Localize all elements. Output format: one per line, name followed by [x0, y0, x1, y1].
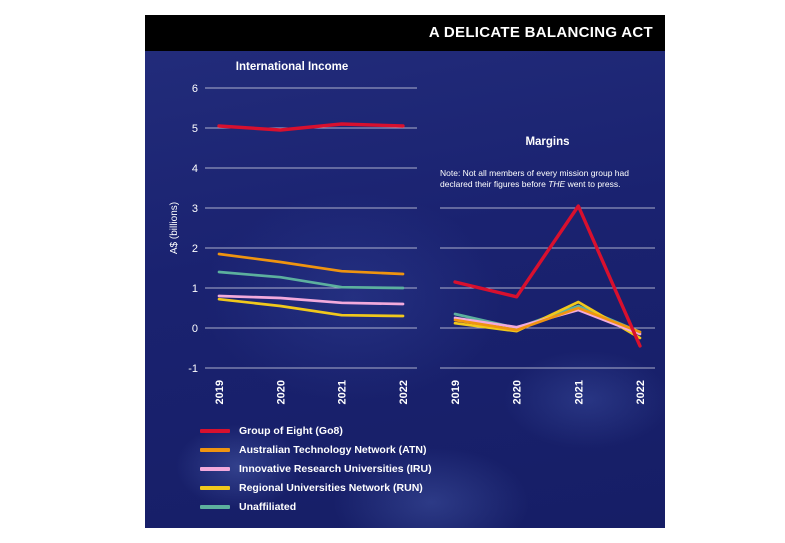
svg-text:2021: 2021 — [573, 380, 585, 404]
note-publication-name: THE — [548, 179, 566, 189]
legend-item-iru: Innovative Research Universities (IRU) — [200, 459, 432, 478]
legend-swatch-unaffiliated — [200, 504, 230, 509]
legend: Group of Eight (Go8) Australian Technolo… — [200, 421, 432, 516]
svg-text:2019: 2019 — [214, 380, 226, 404]
svg-text:5: 5 — [192, 123, 198, 135]
legend-label-run: Regional Universities Network (RUN) — [239, 481, 423, 494]
legend-swatch-atn — [200, 447, 230, 452]
chart-title-margins: Margins — [525, 136, 570, 148]
legend-item-unaffiliated: Unaffiliated — [200, 497, 432, 516]
infographic-panel: A DELICATE BALANCING ACT International I… — [145, 15, 665, 528]
svg-text:2020: 2020 — [512, 380, 524, 404]
svg-text:2021: 2021 — [337, 380, 349, 404]
legend-label-go8: Group of Eight (Go8) — [239, 424, 343, 437]
international-income-chart: 6 5 4 3 2 1 0 -1 2019 2020 2021 2022 A$ (billions) — [169, 83, 417, 404]
svg-text:1: 1 — [192, 283, 198, 295]
svg-text:6: 6 — [192, 83, 198, 95]
svg-text:2020: 2020 — [275, 380, 287, 404]
chart-title-international-income: International Income — [235, 61, 349, 73]
svg-text:4: 4 — [192, 163, 198, 175]
legend-swatch-run — [200, 485, 230, 490]
svg-text:2022: 2022 — [398, 380, 410, 404]
svg-text:3: 3 — [192, 203, 198, 215]
legend-swatch-iru — [200, 466, 230, 471]
chart-note: Note: Not all members of every mission g… — [440, 168, 662, 190]
svg-text:2022: 2022 — [635, 380, 647, 404]
legend-label-atn: Australian Technology Network (ATN) — [239, 443, 427, 456]
note-text: Note: Not all members of every mission g… — [440, 168, 629, 189]
legend-item-atn: Australian Technology Network (ATN) — [200, 440, 432, 459]
page-title: A DELICATE BALANCING ACT — [145, 15, 665, 51]
svg-text:2019: 2019 — [450, 380, 462, 404]
svg-text:A$ (billions): A$ (billions) — [169, 202, 180, 254]
legend-label-unaffiliated: Unaffiliated — [239, 500, 297, 513]
svg-text:0: 0 — [192, 323, 198, 335]
note-text-end: went to press. — [565, 179, 621, 189]
legend-swatch-go8 — [200, 428, 230, 433]
legend-item-run: Regional Universities Network (RUN) — [200, 478, 432, 497]
svg-text:2: 2 — [192, 243, 198, 255]
legend-item-go8: Group of Eight (Go8) — [200, 421, 432, 440]
margins-chart: 2019 2020 2021 2022 — [440, 204, 655, 404]
svg-text:-1: -1 — [188, 363, 198, 375]
legend-label-iru: Innovative Research Universities (IRU) — [239, 462, 432, 475]
